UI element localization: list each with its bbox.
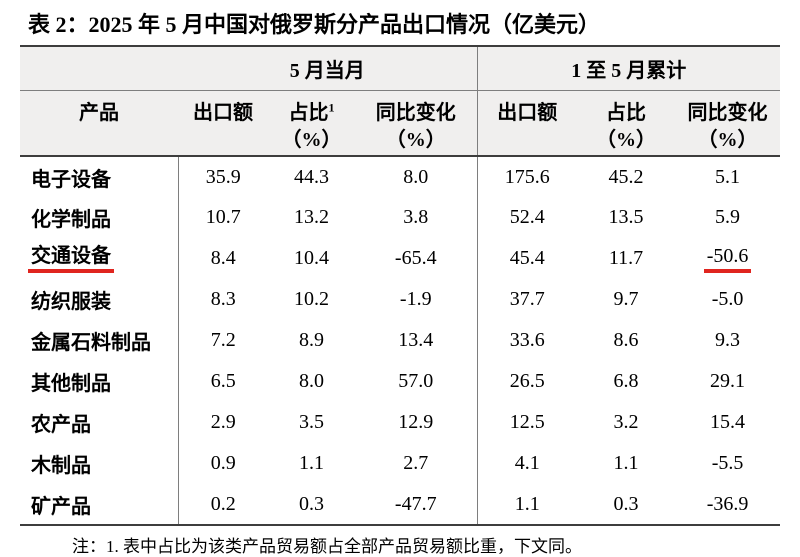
value-cell: 1.1	[476, 484, 578, 526]
value-cell: -1.9	[399, 288, 432, 310]
export-table: 5 月当月 1 至 5 月累计 产品 出口额 占比1 （%） 同比变化 （%） 出口额 占比（…	[20, 45, 781, 526]
value-cell: 0.3	[268, 484, 355, 526]
product-cell: 农产品	[20, 402, 179, 443]
value-cell: 0.2	[178, 484, 268, 526]
table-row: 金属石料制品 7.2 8.9 13.4 33.6 8.6 9.3	[20, 320, 780, 361]
product-cell: 化学制品	[20, 197, 179, 238]
value-cell: 35.9	[205, 165, 241, 188]
value-cell: 10.7	[205, 206, 241, 228]
table-title: 表 2：2025 年 5 月中国对俄罗斯分产品出口情况（亿美元）	[28, 12, 601, 37]
column-header-2: 占比1 （%）	[268, 90, 355, 157]
value-cell: 175.6	[476, 156, 578, 197]
value-cell: 10.2	[294, 288, 329, 310]
value-cell: 37.7	[476, 279, 578, 320]
column-header-5: 占比 （%）	[577, 90, 676, 157]
value-cell: 9.7	[613, 288, 639, 310]
value-cell: 13.2	[294, 206, 329, 228]
value-cell: 44.3	[294, 165, 329, 188]
value-cell: 45.4	[476, 238, 578, 279]
value-cell: 33.6	[476, 320, 578, 361]
table-row: 交通设备 8.4 10.4 -65.4 45.4 11.7 -50.6	[20, 238, 780, 279]
value-cell: 8.9	[299, 329, 324, 351]
value-cell: 0.3	[577, 484, 676, 526]
value-cell: 11.7	[608, 247, 644, 269]
value-cell: 8.0	[403, 165, 429, 188]
value-cell: 1.1	[299, 452, 324, 474]
red-underline-highlight: -50.6	[703, 245, 752, 273]
value-cell: 45.2	[608, 165, 644, 188]
value-cell: 12.9	[398, 411, 434, 433]
value-cell: 9.3	[715, 329, 741, 351]
value-cell: -5.0	[711, 288, 744, 310]
table-row: 化学制品 10.7 13.2 3.8 52.4 13.5 5.9	[20, 197, 780, 238]
value-cell: 3.5	[299, 411, 324, 433]
value-cell: -47.7	[355, 484, 478, 526]
table-body: 电子设备 35.9 44.3 8.0 175.6 45.2 5.1 化学制品 10.7 13.2 3…	[20, 156, 781, 526]
value-cell: 5.9	[715, 206, 741, 228]
table-row: 纺织服装 8.3 10.2 -1.9 37.7 9.7 -5.0	[20, 279, 780, 320]
value-cell: 7.2	[210, 329, 236, 351]
group-header-may: 5 月当月	[178, 45, 478, 91]
value-cell: 8.6	[613, 329, 639, 351]
value-cell: 5.1	[715, 165, 741, 188]
value-cell: 26.5	[476, 361, 578, 402]
product-cell: 纺织服装	[20, 279, 179, 320]
group-header-cumulative: 1 至 5 月累计	[476, 45, 781, 91]
red-underline-highlight: 交通设备	[28, 245, 114, 273]
value-cell: 4.1	[476, 443, 578, 484]
value-cell: 2.9	[210, 411, 236, 433]
column-header-0: 产品	[20, 90, 178, 157]
value-cell: 3.2	[613, 411, 639, 433]
value-cell: -5.5	[711, 452, 744, 474]
value-cell: -36.9	[675, 484, 781, 526]
value-cell: 8.0	[299, 370, 324, 392]
corner-cell	[20, 45, 178, 91]
column-header-1: 出口额	[178, 90, 268, 157]
product-cell: 矿产品	[20, 484, 179, 526]
product-cell: 木制品	[20, 443, 179, 484]
column-header-4: 出口额	[476, 90, 578, 157]
value-cell: 10.4	[294, 247, 329, 269]
value-cell: 52.4	[476, 197, 578, 238]
value-cell: 8.4	[210, 247, 236, 269]
table-row: 其他制品 6.5 8.0 57.0 26.5 6.8 29.1	[20, 361, 780, 402]
value-cell: 0.9	[210, 452, 236, 474]
value-cell: 6.5	[210, 370, 236, 392]
column-header-6: 同比变化 （%）	[675, 90, 781, 157]
value-cell: 8.3	[210, 288, 236, 310]
table-row: 木制品 0.9 1.1 2.7 4.1 1.1 -5.5	[20, 443, 780, 484]
value-cell: 12.5	[476, 402, 578, 443]
value-cell: -50.6	[675, 238, 780, 279]
value-cell: 3.8	[403, 206, 429, 228]
table-row: 矿产品 0.2 0.3 -47.7 1.1 0.3 -36.9	[20, 484, 781, 526]
value-cell: -65.4	[394, 247, 437, 269]
product-cell: 电子设备	[20, 156, 179, 197]
value-cell: 57.0	[398, 370, 434, 392]
value-cell: 1.1	[613, 452, 639, 474]
table-row: 农产品 2.9 3.5 12.9 12.5 3.2 15.4	[20, 402, 780, 443]
table-row: 电子设备 35.9 44.3 8.0 175.6 45.2 5.1	[20, 156, 780, 197]
table-footnote: 注：1. 表中占比为该类产品贸易额占全部产品贸易额比重，下文同。	[72, 537, 582, 556]
product-cell: 其他制品	[20, 361, 179, 402]
column-header-3: 同比变化 （%）	[355, 90, 478, 157]
product-cell: 金属石料制品	[20, 320, 179, 361]
value-cell: 13.5	[608, 206, 644, 228]
group-header-row: 5 月当月 1 至 5 月累计	[20, 45, 781, 91]
value-cell: 15.4	[710, 411, 746, 433]
value-cell: 13.4	[398, 329, 434, 351]
column-header-row: 产品 出口额 占比1 （%） 同比变化 （%） 出口额 占比 （%） 同比变化 （%）	[20, 90, 781, 157]
product-cell: 交通设备	[20, 238, 179, 279]
value-cell: 29.1	[710, 370, 746, 392]
value-cell: 2.7	[403, 452, 429, 474]
value-cell: 6.8	[613, 370, 639, 392]
